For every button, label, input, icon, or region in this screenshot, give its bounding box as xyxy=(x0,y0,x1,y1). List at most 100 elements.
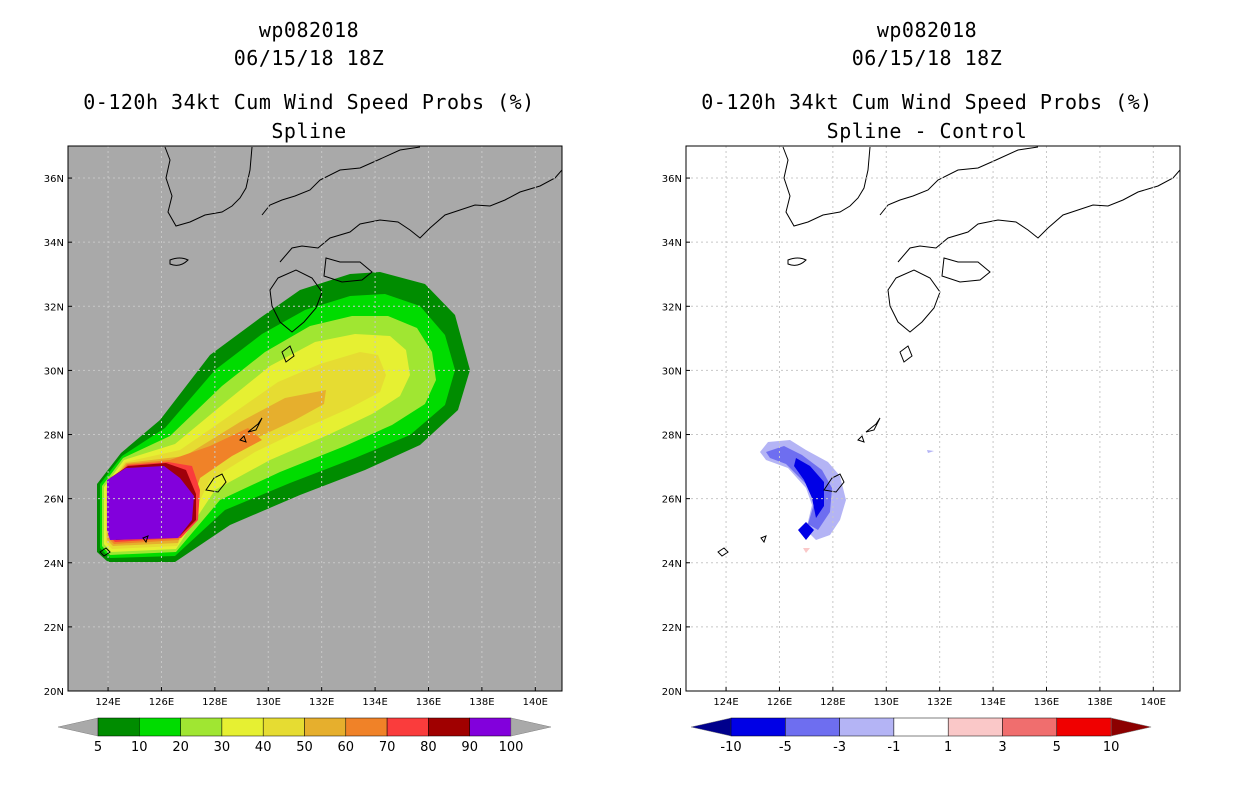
korea-coast xyxy=(782,146,871,227)
colorbar-segment xyxy=(947,717,1003,737)
lon-tick-label: 124E xyxy=(713,697,738,708)
map-background xyxy=(686,146,1180,691)
grid-lines xyxy=(686,146,1180,691)
lat-tick-label: 24N xyxy=(44,559,64,570)
lon-tick-label: 140E xyxy=(1141,697,1166,708)
colorbar-segment xyxy=(97,717,140,737)
colorbar-segment xyxy=(785,717,840,737)
colorbar-label: -5 xyxy=(779,740,792,755)
colorbar-segment xyxy=(139,717,181,737)
lon-tick-label: 140E xyxy=(523,697,548,708)
colorbar-over-arrow xyxy=(1110,717,1152,737)
lat-tick-label: 32N xyxy=(662,302,682,313)
kyushu-coast xyxy=(269,269,323,333)
colorbar-label: 60 xyxy=(338,740,355,755)
colorbar-segment xyxy=(304,717,347,737)
shikoku-coast xyxy=(323,257,373,283)
lat-tick-label: 22N xyxy=(662,623,682,634)
lat-tick-label: 24N xyxy=(662,559,682,570)
grid-lines xyxy=(68,146,562,691)
map-frame xyxy=(685,145,1181,692)
right-map-panel: wp082018 06/15/18 18Z 0-120h 34kt Cum Wi… xyxy=(618,0,1236,800)
colorbar-label: 80 xyxy=(420,740,437,755)
colorbar-over-arrow xyxy=(510,717,552,737)
colorbar-segment xyxy=(345,717,388,737)
lat-tick-labels: 20N 22N 24N 26N 28N 30N 32N 34N 36N xyxy=(662,174,690,698)
colorbar-label: 70 xyxy=(379,740,396,755)
lat-tick-label: 20N xyxy=(44,687,64,698)
colorbar-segment xyxy=(1056,717,1112,737)
storm-id-label: wp082018 xyxy=(876,18,978,42)
colorbar-label: 10 xyxy=(131,740,148,755)
lon-tick-label: 132E xyxy=(309,697,334,708)
japan-sea-coast xyxy=(879,146,1039,216)
datetime-label: 06/15/18 18Z xyxy=(851,46,1003,70)
colorbar-label: 50 xyxy=(296,740,313,755)
yaeyama-islands xyxy=(717,547,729,557)
tokunoshima-island xyxy=(857,435,865,443)
colorbar-label: 30 xyxy=(214,740,231,755)
jeju-island xyxy=(787,257,807,266)
colorbar-segment xyxy=(1002,717,1058,737)
lon-tick-label: 134E xyxy=(980,697,1005,708)
product-title: 0-120h 34kt Cum Wind Speed Probs (%) xyxy=(83,90,535,114)
lon-tick-label: 126E xyxy=(149,697,174,708)
coastlines xyxy=(99,146,562,557)
colorbar-segment xyxy=(893,717,949,737)
kyushu-coast xyxy=(887,269,941,333)
yaeyama-islands xyxy=(99,547,111,557)
difference-contours xyxy=(760,440,934,553)
contour-minus-5 xyxy=(794,458,824,518)
honshu-coast xyxy=(279,169,562,263)
colorbar-segment xyxy=(386,717,429,737)
left-map-svg: 124E 126E 128E 130E 132E 134E 136E 138E 140E 20N… xyxy=(44,145,563,755)
lat-tick-label: 34N xyxy=(662,238,682,249)
lat-tick-label: 30N xyxy=(44,366,64,377)
lon-tick-label: 138E xyxy=(1087,697,1112,708)
lon-tick-label: 132E xyxy=(927,697,952,708)
lat-tick-label: 36N xyxy=(662,174,682,185)
lon-tick-label: 136E xyxy=(1034,697,1059,708)
miyako-island xyxy=(760,535,767,544)
lon-tick-label: 130E xyxy=(874,697,899,708)
lat-tick-label: 30N xyxy=(662,366,682,377)
colorbar-segment xyxy=(180,717,223,737)
lat-tick-label: 34N xyxy=(44,238,64,249)
datetime-label: 06/15/18 18Z xyxy=(233,46,385,70)
lon-tick-label: 128E xyxy=(202,697,227,708)
lat-tick-label: 26N xyxy=(44,495,64,506)
colorbar-segment xyxy=(221,717,264,737)
colorbar-label: 1 xyxy=(944,740,952,755)
contour-90 xyxy=(107,466,194,540)
lon-tick-label: 134E xyxy=(362,697,387,708)
right-map-svg: 124E 126E 128E 130E 132E 134E 136E 138E 140E 20N… xyxy=(662,145,1181,755)
lat-tick-label: 36N xyxy=(44,174,64,185)
colorbar-label: 40 xyxy=(255,740,272,755)
colorbar-segment xyxy=(469,717,512,737)
colorbar-label: 10 xyxy=(1103,740,1120,755)
colorbar-label: 90 xyxy=(461,740,478,755)
tokunoshima-island xyxy=(239,435,247,443)
lat-tick-label: 22N xyxy=(44,623,64,634)
lon-tick-label: 136E xyxy=(416,697,441,708)
shikoku-coast xyxy=(941,257,991,283)
lat-tick-label: 20N xyxy=(662,687,682,698)
colorbar-label: 100 xyxy=(499,740,524,755)
colorbar-segment xyxy=(839,717,895,737)
lon-tick-label: 138E xyxy=(469,697,494,708)
colorbar-label: 5 xyxy=(94,740,102,755)
lat-tick-label: 28N xyxy=(44,431,64,442)
lat-tick-label: 28N xyxy=(662,431,682,442)
lon-tick-label: 130E xyxy=(256,697,281,708)
amami-island xyxy=(865,417,881,433)
colorbar-label: -10 xyxy=(720,740,741,755)
okinawa-island xyxy=(205,473,227,493)
storm-id-label: wp082018 xyxy=(258,18,360,42)
coastlines xyxy=(717,146,1180,557)
lat-tick-labels: 20N 22N 24N 26N 28N 30N 32N 34N 36N xyxy=(44,174,72,698)
colorbar-segment xyxy=(730,717,786,737)
method-subtitle: Spline xyxy=(271,119,347,143)
method-subtitle: Spline - Control xyxy=(826,119,1028,143)
contour-minus-1-east xyxy=(927,450,934,453)
colorbar-label: -1 xyxy=(887,740,900,755)
